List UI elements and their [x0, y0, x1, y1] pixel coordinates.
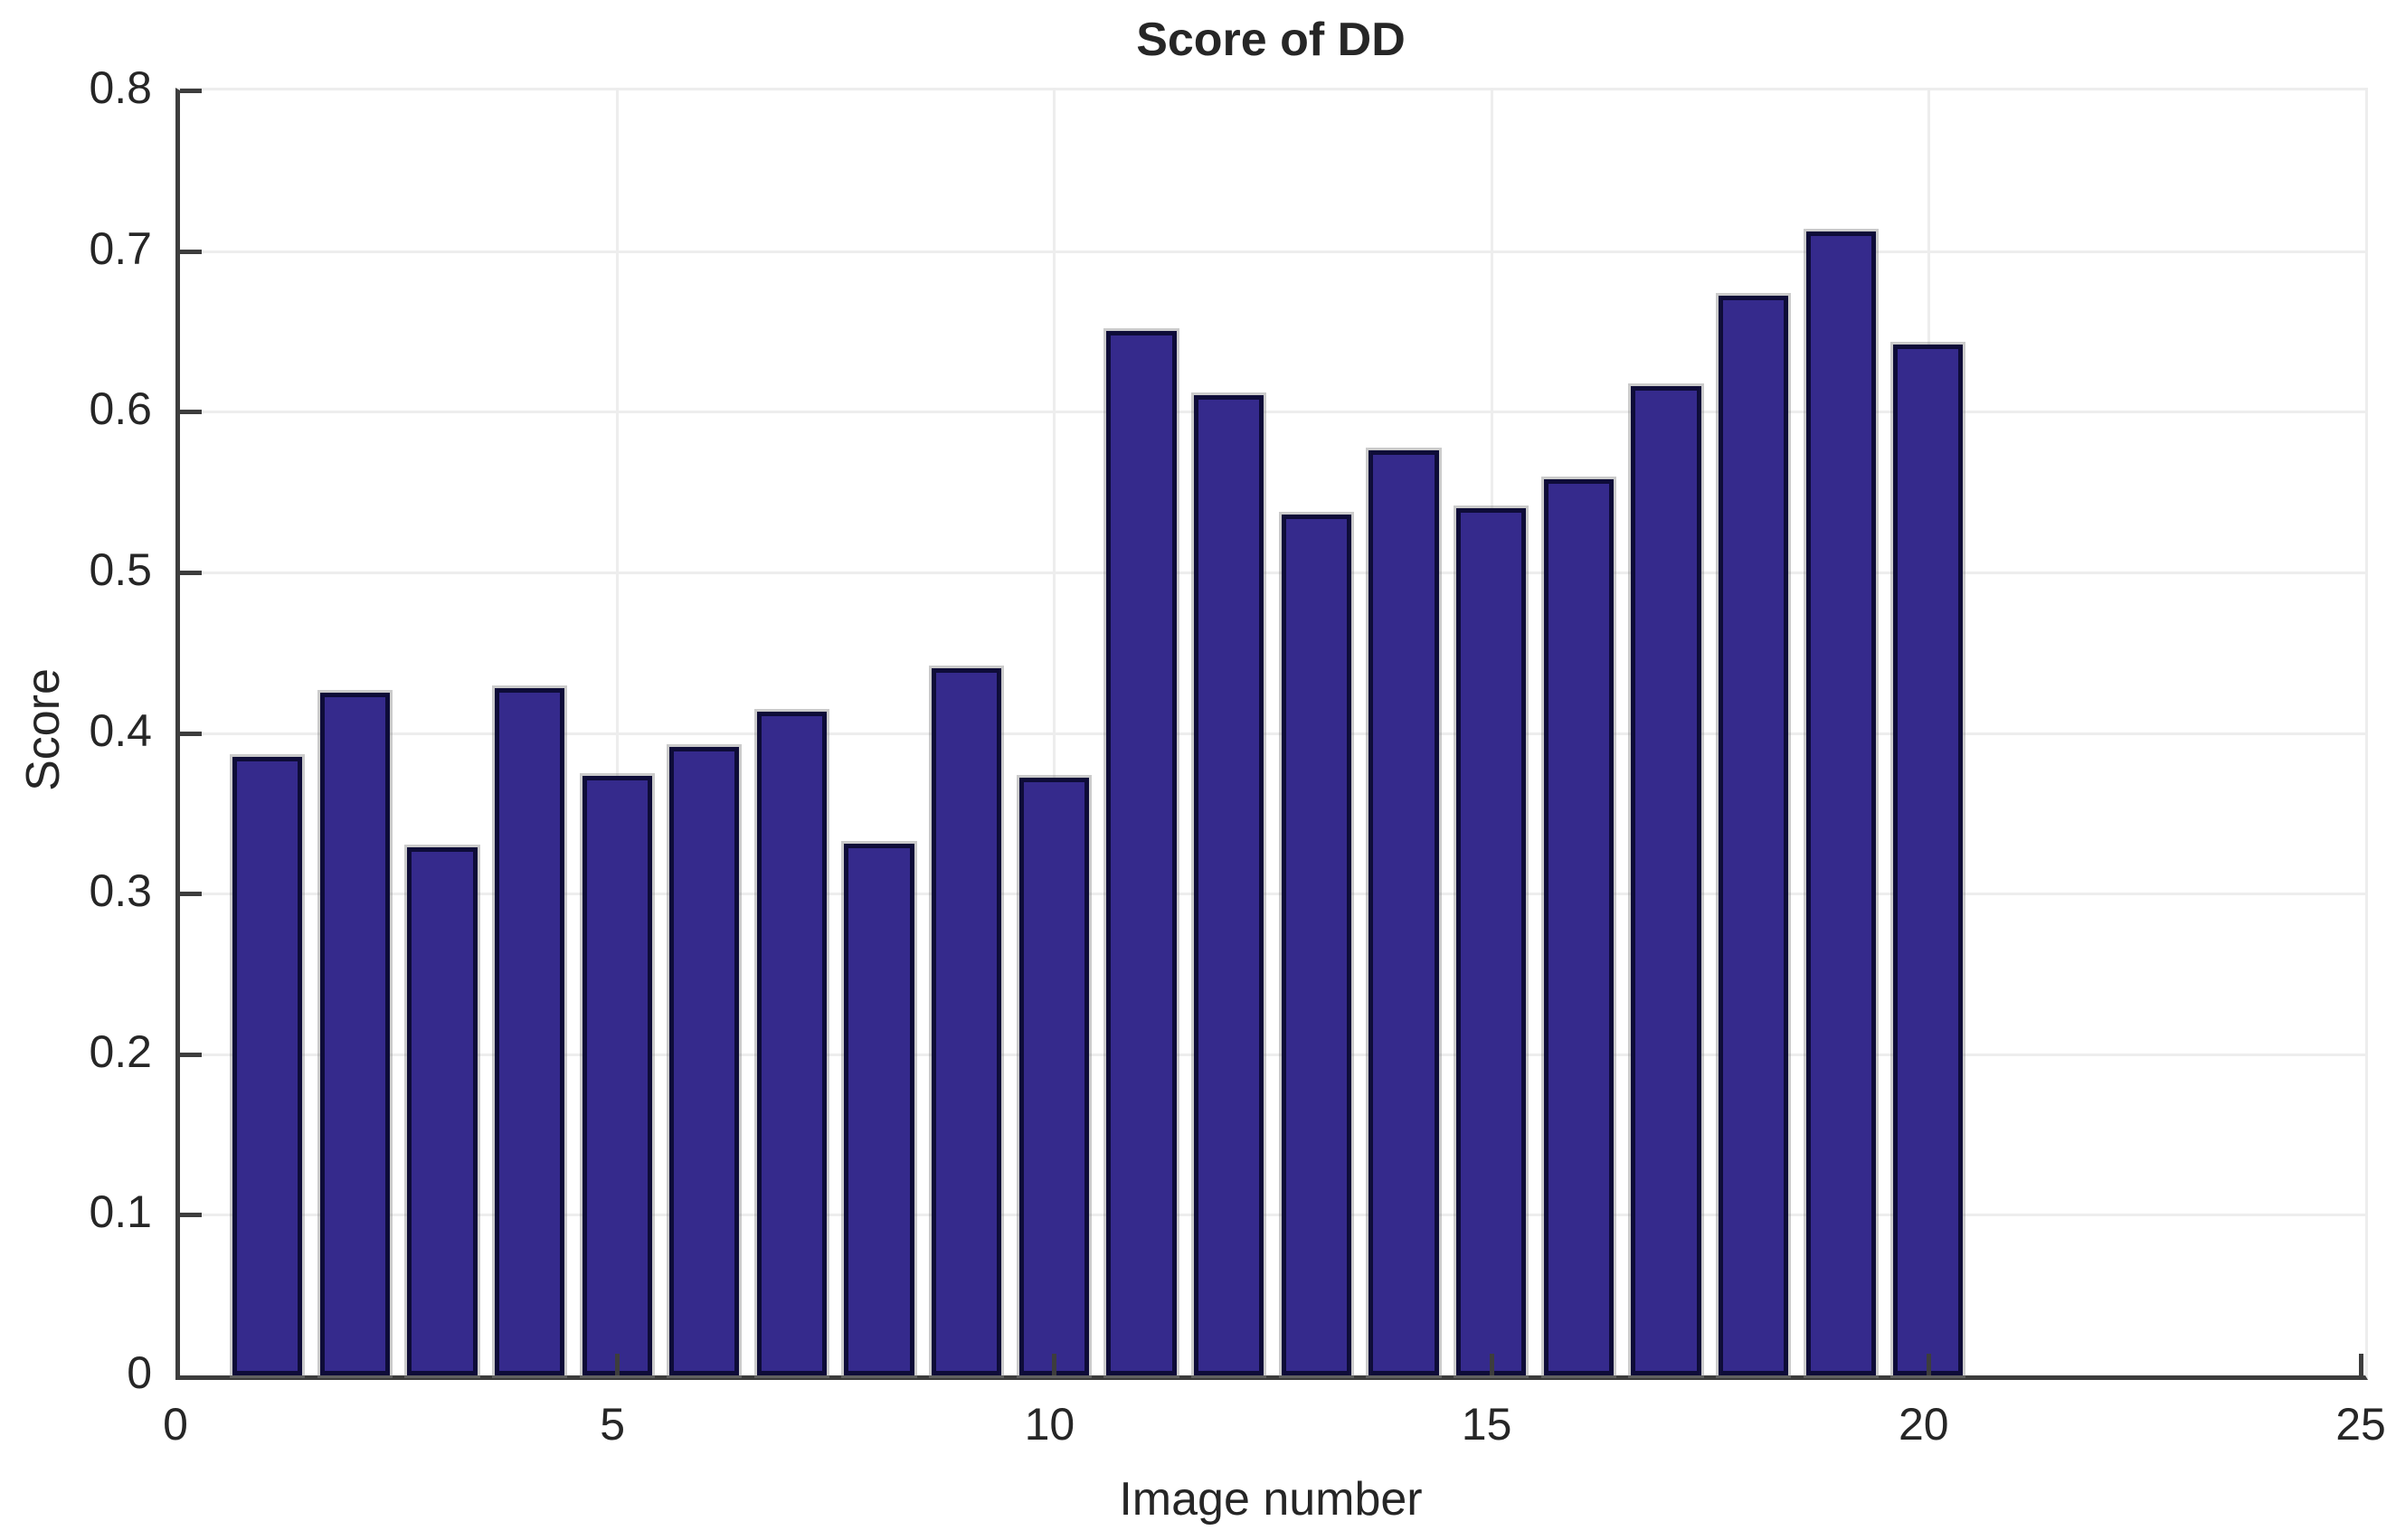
bar-11 [1103, 328, 1179, 1378]
bar-3 [404, 844, 480, 1378]
bar-1 [229, 754, 306, 1378]
y-tick-label: 0.2 [89, 1025, 152, 1077]
x-tick-label: 25 [2335, 1399, 2386, 1450]
bar-18 [1715, 293, 1792, 1378]
y-tick-label: 0.1 [89, 1186, 152, 1238]
y-tick-label: 0.3 [89, 865, 152, 917]
x-tick-label: 5 [600, 1399, 626, 1450]
gridline-horizontal [180, 571, 2365, 574]
plot-area [175, 88, 2368, 1380]
bar-13 [1278, 511, 1354, 1378]
x-axis-tick [1489, 1354, 1494, 1375]
x-axis-tick [1926, 1354, 1931, 1375]
bar-15 [1453, 505, 1529, 1378]
bar-14 [1366, 447, 1442, 1378]
y-axis-tick [180, 1052, 202, 1057]
y-axis-tick [180, 892, 202, 897]
y-tick-label: 0.6 [89, 383, 152, 435]
x-axis-tick [1052, 1354, 1057, 1375]
gridline-horizontal [180, 1214, 2365, 1217]
y-tick-label: 0.7 [89, 222, 152, 274]
y-axis-tick [180, 89, 202, 93]
bar-7 [753, 709, 830, 1378]
bar-9 [929, 666, 1005, 1378]
x-axis-tick [2359, 1354, 2363, 1375]
y-axis-tick [180, 1213, 202, 1218]
x-tick-label: 0 [163, 1399, 188, 1450]
y-axis-tick [180, 570, 202, 575]
bar-2 [317, 690, 393, 1378]
bar-17 [1628, 383, 1704, 1378]
bar-8 [841, 841, 917, 1378]
bar-20 [1890, 341, 1966, 1378]
x-tick-label: 20 [1898, 1399, 1949, 1450]
bar-10 [1016, 775, 1093, 1378]
gridline-horizontal [180, 893, 2365, 896]
bar-16 [1540, 476, 1616, 1378]
x-axis-tick [615, 1354, 620, 1375]
y-axis-tick [180, 249, 202, 254]
y-tick-label: 0.5 [89, 543, 152, 595]
gridline-horizontal [180, 1053, 2365, 1056]
y-axis-tick [180, 410, 202, 415]
y-tick-label: 0.4 [89, 704, 152, 756]
gridline-horizontal [180, 411, 2365, 414]
x-axis-label: Image number [1119, 1473, 1423, 1526]
bar-6 [667, 744, 743, 1378]
chart-title: Score of DD [1136, 14, 1406, 66]
gridline-horizontal [180, 732, 2365, 735]
gridline-vertical [1053, 90, 1056, 1375]
y-tick-label: 0 [127, 1347, 152, 1398]
gridline-horizontal [180, 250, 2365, 253]
bar-4 [491, 685, 568, 1378]
bar-5 [579, 773, 655, 1378]
bar-12 [1191, 392, 1267, 1378]
gridline-vertical [616, 90, 620, 1375]
bar-19 [1803, 229, 1879, 1378]
y-axis-tick [180, 731, 202, 736]
y-tick-label: 0.8 [89, 62, 152, 113]
x-tick-label: 10 [1024, 1399, 1075, 1450]
x-tick-label: 15 [1461, 1399, 1512, 1450]
